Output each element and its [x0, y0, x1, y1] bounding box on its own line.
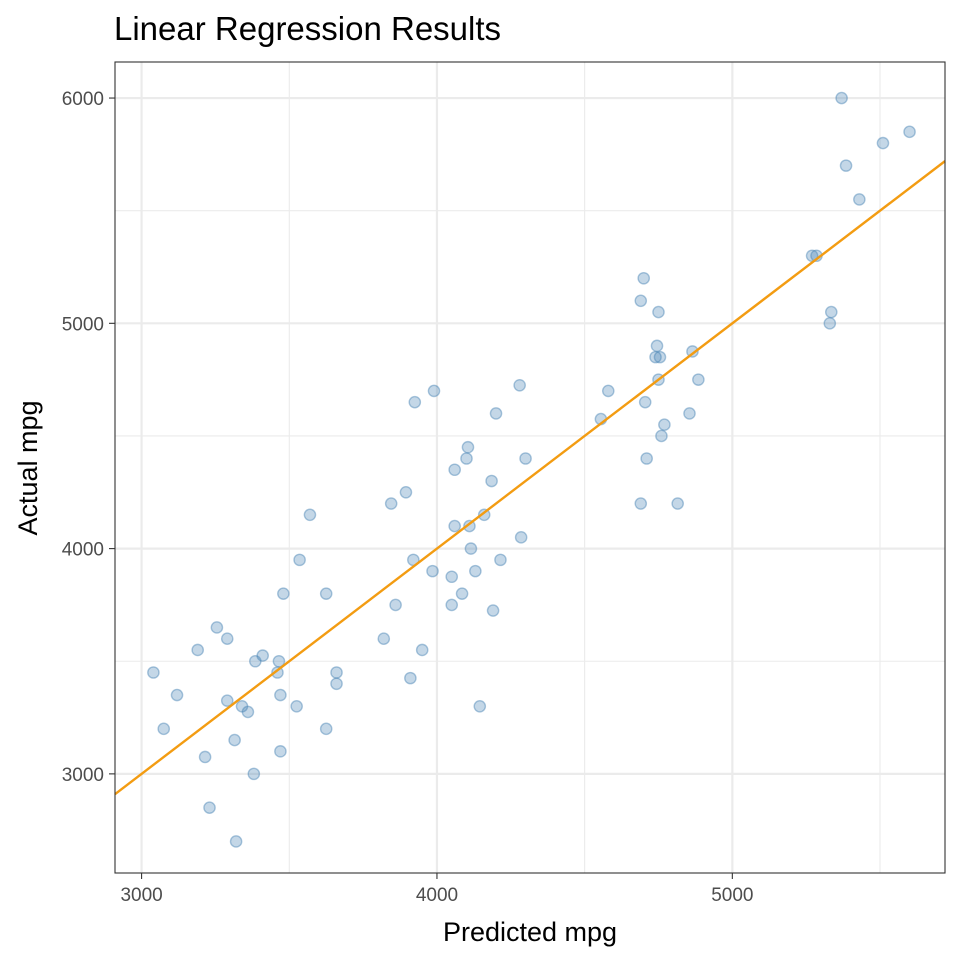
data-points: [147, 91, 916, 848]
data-point: [448, 519, 461, 533]
data-point: [514, 531, 528, 544]
data-point: [220, 632, 234, 646]
data-point: [649, 350, 662, 364]
data-point: [408, 395, 422, 409]
data-point: [839, 159, 853, 172]
data-point: [277, 587, 290, 600]
data-point: [601, 384, 615, 398]
data-point: [469, 564, 482, 578]
data-point: [489, 407, 503, 420]
data-point: [229, 835, 243, 848]
data-point: [290, 699, 303, 713]
data-point: [513, 378, 526, 392]
data-point: [389, 598, 402, 612]
data-point: [274, 745, 287, 758]
data-point: [455, 587, 469, 600]
axis-ticks: 3000 4000 5000 3000 4000 5000 6000: [62, 89, 754, 906]
data-point: [404, 671, 417, 685]
data-point: [445, 598, 459, 612]
data-point: [198, 750, 212, 764]
data-point: [824, 305, 838, 319]
data-point: [426, 564, 439, 578]
data-point: [445, 570, 459, 584]
data-point: [319, 587, 333, 600]
y-tick-label: 5000: [62, 314, 104, 335]
data-point: [303, 508, 317, 522]
data-point: [384, 497, 398, 510]
data-point: [256, 649, 269, 662]
y-axis-title: Actual mpg: [13, 400, 43, 535]
data-point: [448, 463, 461, 477]
data-point: [210, 621, 224, 634]
data-point: [473, 699, 487, 713]
data-point: [853, 193, 866, 206]
data-point: [464, 542, 478, 555]
data-point: [655, 429, 668, 443]
gridlines: [115, 62, 945, 873]
regression-line-layer: [114, 160, 946, 796]
data-point: [640, 452, 653, 465]
data-point: [686, 345, 699, 358]
x-axis-title: Predicted mpg: [443, 917, 617, 947]
data-point: [293, 553, 306, 567]
data-point: [658, 418, 671, 431]
data-point: [903, 125, 916, 139]
data-point: [823, 317, 837, 330]
regression-line: [114, 160, 946, 796]
data-point: [653, 350, 667, 364]
data-point: [330, 677, 343, 691]
data-point: [170, 688, 184, 702]
data-point: [220, 694, 234, 707]
plot-panel-border: [114, 61, 946, 874]
data-point: [876, 136, 890, 150]
data-point: [274, 688, 287, 702]
data-point: [637, 271, 651, 285]
data-point: [228, 733, 241, 747]
data-point: [461, 440, 475, 454]
data-point: [247, 767, 261, 781]
x-tick-label: 5000: [711, 885, 753, 906]
data-point: [638, 395, 652, 409]
data-point: [399, 485, 413, 499]
data-point: [683, 407, 696, 420]
data-point: [271, 666, 284, 679]
data-point: [835, 91, 848, 105]
data-point: [477, 508, 491, 522]
data-point: [427, 384, 441, 398]
y-tick-label: 3000: [62, 765, 104, 786]
data-point: [147, 666, 160, 679]
data-point: [249, 654, 262, 668]
data-point: [485, 474, 498, 488]
data-point: [272, 654, 286, 668]
data-point: [650, 339, 664, 353]
data-point: [634, 497, 648, 510]
data-point: [671, 497, 684, 510]
data-point: [634, 294, 648, 308]
data-point: [463, 519, 476, 533]
data-point: [157, 722, 171, 736]
x-tick-label: 4000: [416, 885, 458, 906]
chart-title: Linear Regression Results: [114, 10, 501, 47]
data-point: [460, 452, 473, 465]
data-point: [692, 373, 705, 386]
data-point: [494, 553, 507, 567]
data-point: [241, 705, 255, 719]
x-tick-label: 3000: [120, 885, 162, 906]
data-point: [191, 643, 205, 657]
data-point: [415, 643, 429, 657]
data-point: [203, 801, 216, 814]
y-tick-label: 4000: [62, 540, 104, 561]
data-point: [235, 699, 249, 713]
data-point: [377, 632, 391, 646]
data-point: [330, 666, 343, 679]
data-point: [652, 305, 665, 319]
data-point: [319, 722, 333, 736]
data-point: [486, 604, 500, 617]
data-point: [519, 452, 532, 465]
y-tick-label: 6000: [62, 89, 104, 110]
